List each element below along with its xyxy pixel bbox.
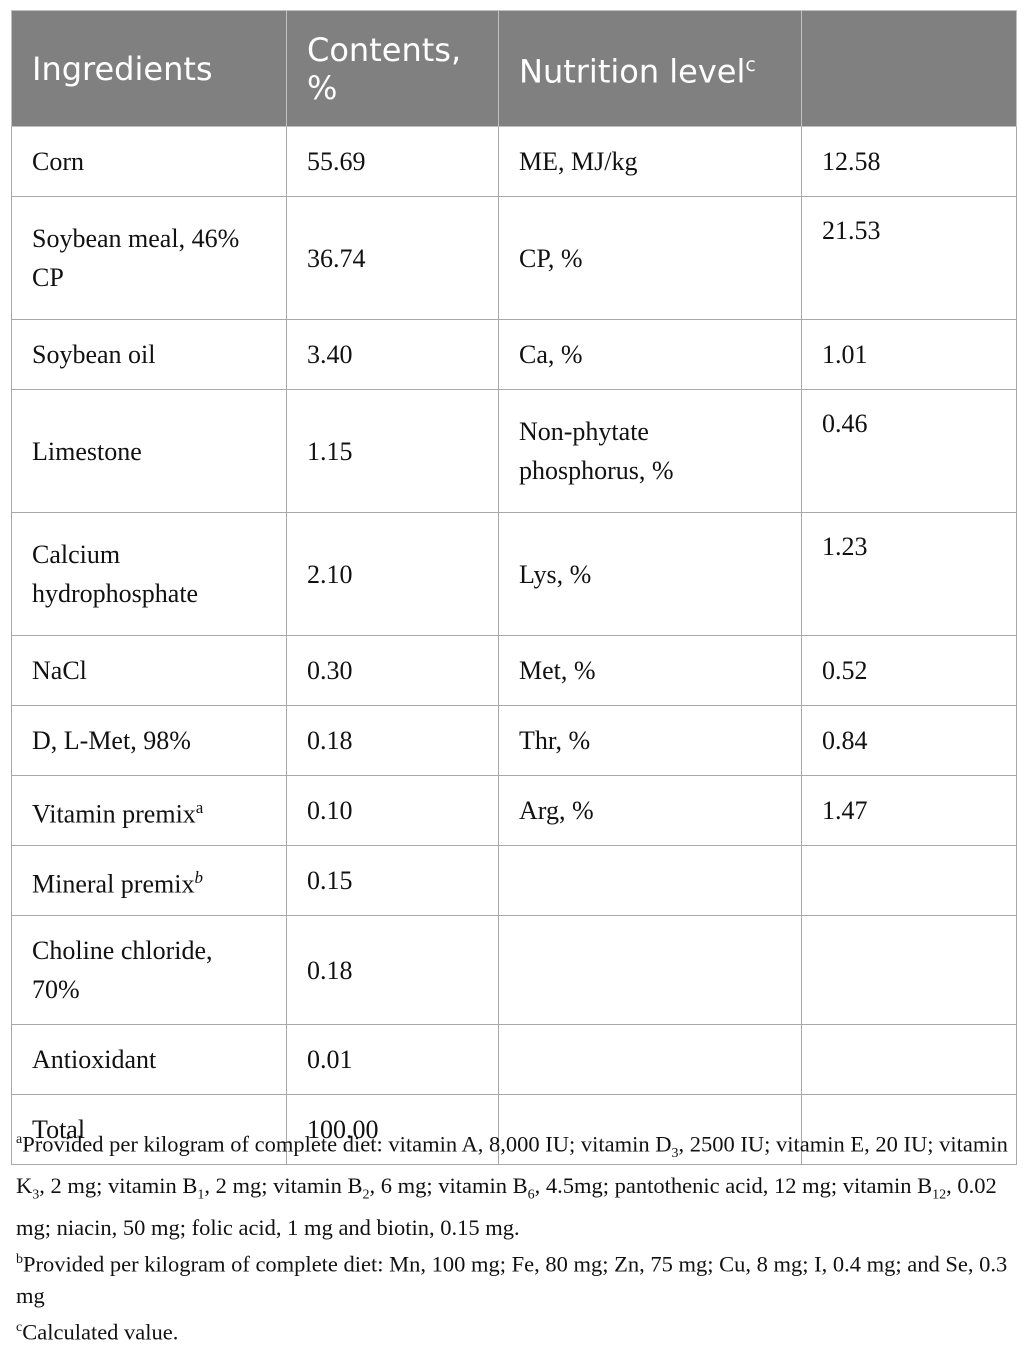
nutrient-cell [498,1094,802,1165]
level-cell: 0.52 [801,635,1017,706]
footnote-a-text: , 2500 IU; vitamin E, 20 IU; vitamin K [16,1131,1008,1199]
content-cell: 0.30 [286,635,499,706]
nutrient-cell: Arg, % [498,775,802,846]
level-cell: 1.23 [801,512,1017,636]
footnote-a-text: , 0.02 mg; niacin, 50 mg; folic acid, 1 … [16,1173,997,1240]
content-cell: 0.15 [286,845,499,916]
footnote-a-text: , 6 mg; vitamin B [369,1173,528,1198]
footnote-a-text: , 2 mg; vitamin B [204,1173,363,1198]
footnote-b-text: Provided per kilogram of complete diet: … [16,1251,1008,1308]
table-row: Choline chloride, 70% 0.18 [11,915,1017,1025]
table-row: Total 100.00 [11,1094,1017,1165]
footnote-b-marker: b [16,1251,23,1267]
nutrient-cell: Non-phytate phosphorus, % [498,389,802,513]
nutrient-cell: Lys, % [498,512,802,636]
ingredient-cell: Mineral premixb [11,845,287,916]
ingredient-cell: Soybean meal, 46% CP [11,196,287,320]
nutrient-cell: ME, MJ/kg [498,126,802,197]
ingredient-label: Mineral premix [32,869,195,899]
content-cell: 0.18 [286,915,499,1025]
level-cell [801,1094,1017,1165]
nutrient-cell: Met, % [498,635,802,706]
subscript: 1 [197,1187,205,1203]
header-contents: Contents, % [286,10,499,127]
footnote-a-marker: a [16,1132,23,1147]
table-row: Antioxidant 0.01 [11,1024,1017,1095]
table-row: Soybean meal, 46% CP 36.74 CP, % 21.53 [11,196,1017,320]
ingredient-cell: Total [11,1094,287,1165]
footnote-marker-b: b [194,867,203,887]
footnote-c-marker: c [16,1320,23,1335]
ingredient-cell: Choline chloride, 70% [11,915,287,1025]
level-cell: 1.01 [801,319,1017,390]
subscript: 3 [671,1146,679,1161]
nutrient-cell [498,845,802,916]
content-cell: 100.00 [286,1094,499,1165]
table-row: Limestone 1.15 Non-phytate phosphorus, %… [11,389,1017,513]
ingredient-cell: Soybean oil [11,319,287,390]
ingredient-cell: Antioxidant [11,1024,287,1095]
footnote-c-text: Calculated value. [22,1319,179,1345]
ingredient-cell: Corn [11,126,287,197]
ingredient-cell: Calcium hydrophosphate [11,512,287,636]
header-nutrition-level-label: Nutrition level [519,52,746,91]
footnote-b: bProvided per kilogram of complete diet:… [16,1244,1018,1313]
nutrient-cell: Ca, % [498,319,802,390]
footnote-c: cCalculated value. [16,1312,1018,1349]
level-cell [801,915,1017,1025]
nutrient-cell: CP, % [498,196,802,320]
content-cell: 0.18 [286,705,499,776]
table-row: D, L-Met, 98% 0.18 Thr, % 0.84 [11,705,1017,776]
level-cell: 0.84 [801,705,1017,776]
content-cell: 2.10 [286,512,499,636]
footnote-a: aProvided per kilogram of complete diet:… [16,1124,1018,1244]
content-cell: 1.15 [286,389,499,513]
table-row: Mineral premixb 0.15 [11,845,1017,916]
nutrient-cell [498,1024,802,1095]
footnote-marker-c: c [745,54,756,77]
footnote-a-text: Provided per kilogram of complete diet: … [22,1131,672,1157]
footnote-a-text: , 4.5mg; pantothenic acid, 12 mg; vitami… [534,1173,933,1198]
level-cell: 0.46 [801,389,1017,513]
nutrient-cell [498,915,802,1025]
level-cell [801,845,1017,916]
nutrient-cell: Thr, % [498,705,802,776]
table-header-row: Ingredients Contents, % Nutrition levelc [11,10,1017,127]
table-row: Vitamin premixa 0.10 Arg, % 1.47 [11,775,1017,846]
level-cell: 1.47 [801,775,1017,846]
table-footnotes: aProvided per kilogram of complete diet:… [16,1124,1018,1349]
content-cell: 0.10 [286,775,499,846]
ingredient-label: Vitamin premix [32,799,196,829]
ingredient-cell: D, L-Met, 98% [11,705,287,776]
content-cell: 3.40 [286,319,499,390]
ingredient-cell: NaCl [11,635,287,706]
subscript: 12 [932,1187,947,1203]
content-cell: 0.01 [286,1024,499,1095]
footnote-a-text: , 2 mg; vitamin B [39,1173,198,1198]
table-row: Calcium hydrophosphate 2.10 Lys, % 1.23 [11,512,1017,636]
table-row: NaCl 0.30 Met, % 0.52 [11,635,1017,706]
header-nutrition-level: Nutrition levelc [498,10,802,127]
footnote-marker-a: a [195,797,204,817]
level-cell: 12.58 [801,126,1017,197]
ingredient-cell: Vitamin premixa [11,775,287,846]
level-cell: 21.53 [801,196,1017,320]
content-cell: 55.69 [286,126,499,197]
level-cell [801,1024,1017,1095]
header-ingredients: Ingredients [11,10,287,127]
ingredient-cell: Limestone [11,389,287,513]
subscript: 6 [527,1187,535,1203]
subscript: 2 [362,1187,370,1203]
content-cell: 36.74 [286,196,499,320]
header-value [801,10,1017,127]
diet-composition-table: Ingredients Contents, % Nutrition levelc… [11,10,1017,1165]
table-row: Soybean oil 3.40 Ca, % 1.01 [11,319,1017,390]
table-row: Corn 55.69 ME, MJ/kg 12.58 [11,126,1017,197]
subscript: 3 [32,1187,40,1203]
